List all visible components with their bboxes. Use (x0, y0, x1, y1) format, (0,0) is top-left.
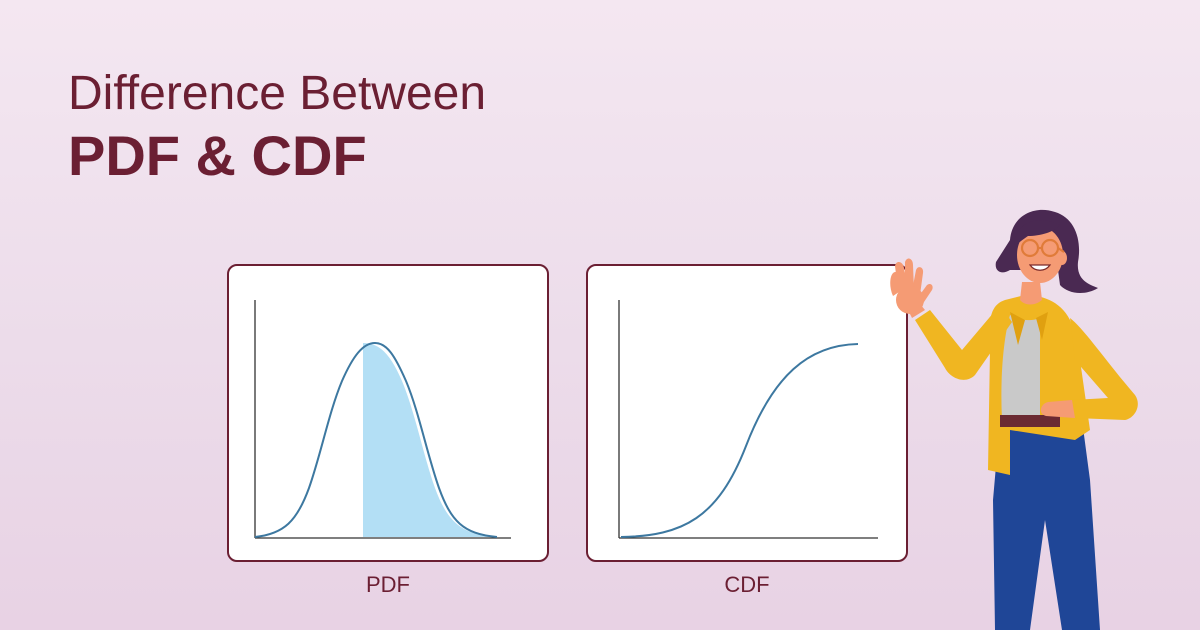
glasses (1020, 238, 1065, 258)
smile (1028, 264, 1052, 271)
title-line-1: Difference Between (68, 67, 487, 120)
neck (1020, 282, 1042, 305)
pdf-shaded-area (363, 343, 494, 537)
hair-bangs (1014, 220, 1060, 245)
pants (993, 420, 1100, 630)
cdf-caption: CDF (724, 572, 770, 597)
jacket-collar (1010, 312, 1048, 345)
raised-arm-sleeve (915, 305, 1012, 380)
pdf-chart-card (227, 264, 549, 562)
inner-top (1001, 315, 1040, 420)
pdf-chart (254, 300, 511, 539)
title-line-2: PDF & CDF (68, 124, 367, 187)
hip-arm-sleeve (1070, 318, 1138, 420)
pdf-caption: PDF (366, 572, 410, 597)
ear (1057, 251, 1067, 265)
cdf-chart-card (586, 264, 908, 562)
belt (1000, 415, 1060, 427)
waving-hand (890, 258, 933, 314)
cdf-s-curve (620, 343, 859, 538)
cdf-chart (618, 300, 878, 539)
presenter-illustration (890, 209, 1138, 630)
hip-hand (1040, 400, 1075, 418)
pdf-bell-curve (254, 341, 498, 538)
